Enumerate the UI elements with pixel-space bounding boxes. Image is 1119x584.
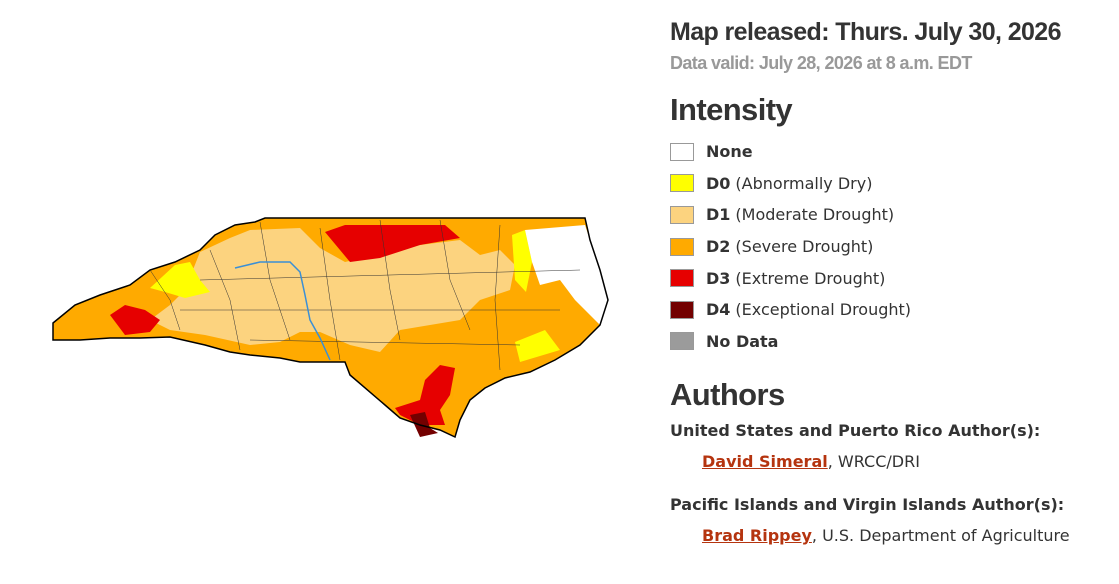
legend-item: D1 (Moderate Drought) bbox=[670, 199, 1110, 231]
legend-label: D3 bbox=[706, 268, 731, 288]
legend-item: D0 (Abnormally Dry) bbox=[670, 168, 1110, 200]
legend-label: D1 bbox=[706, 205, 731, 225]
legend-swatch bbox=[670, 332, 694, 351]
legend-item: D3 (Extreme Drought) bbox=[670, 262, 1110, 294]
author-heading: United States and Puerto Rico Author(s): bbox=[670, 421, 1041, 441]
author-heading: Pacific Islands and Virgin Islands Autho… bbox=[670, 495, 1065, 515]
legend: None D0 (Abnormally Dry) D1 (Moderate Drough… bbox=[670, 136, 1110, 357]
legend-label: D4 bbox=[706, 300, 731, 320]
release-date: Map released: Thurs. July 30, 2026 bbox=[670, 18, 1062, 46]
author-line: Brad Rippey, U.S. Department of Agricult… bbox=[702, 526, 1110, 545]
region-d1 bbox=[150, 228, 515, 352]
region-d4 bbox=[410, 412, 438, 437]
legend-item: No Data bbox=[670, 326, 1110, 358]
author-link[interactable]: David Simeral bbox=[702, 452, 828, 472]
legend-description: (Moderate Drought) bbox=[735, 205, 895, 225]
valid-date: Data valid: July 28, 2026 at 8 a.m. EDT bbox=[670, 53, 972, 73]
river bbox=[234, 261, 331, 361]
legend-description: (Abnormally Dry) bbox=[735, 173, 873, 193]
legend-swatch bbox=[670, 142, 694, 161]
author-affiliation: , U.S. Department of Agriculture bbox=[811, 526, 1070, 546]
legend-description: (Severe Drought) bbox=[735, 237, 874, 257]
legend-label: None bbox=[706, 142, 753, 162]
legend-title: Intensity bbox=[670, 92, 793, 127]
county-lines bbox=[149, 219, 581, 371]
legend-swatch bbox=[670, 205, 694, 224]
legend-item: None bbox=[670, 136, 1110, 168]
legend-label: D0 bbox=[706, 173, 731, 193]
legend-swatch bbox=[670, 300, 694, 319]
author-affiliation: , WRCC/DRI bbox=[827, 452, 920, 472]
legend-item: D4 (Exceptional Drought) bbox=[670, 294, 1110, 326]
author-link[interactable]: Brad Rippey bbox=[702, 526, 812, 546]
region-d0 bbox=[512, 230, 532, 292]
legend-swatch bbox=[670, 237, 694, 256]
legend-label: No Data bbox=[706, 331, 779, 351]
authors-title: Authors bbox=[670, 377, 785, 413]
legend-description: (Extreme Drought) bbox=[735, 268, 886, 288]
map-regions bbox=[53, 218, 608, 437]
region-d3 bbox=[395, 365, 455, 425]
legend-label: D2 bbox=[706, 237, 731, 257]
legend-swatch bbox=[670, 269, 694, 288]
info-panel: Map released: Thurs. July 30, 2026 Data … bbox=[670, 18, 1110, 569]
region-d3 bbox=[325, 225, 460, 262]
region-none bbox=[525, 225, 608, 325]
legend-item: D2 (Severe Drought) bbox=[670, 231, 1110, 263]
region-d0 bbox=[515, 330, 560, 362]
authors: United States and Puerto Rico Author(s):… bbox=[670, 421, 1110, 545]
legend-swatch bbox=[670, 174, 694, 193]
drought-map bbox=[52, 217, 609, 439]
region-d0 bbox=[150, 262, 210, 298]
author-line: David Simeral, WRCC/DRI bbox=[702, 452, 1110, 471]
legend-description: (Exceptional Drought) bbox=[735, 300, 912, 320]
state-outline bbox=[52, 217, 609, 439]
region-d3 bbox=[110, 305, 160, 335]
